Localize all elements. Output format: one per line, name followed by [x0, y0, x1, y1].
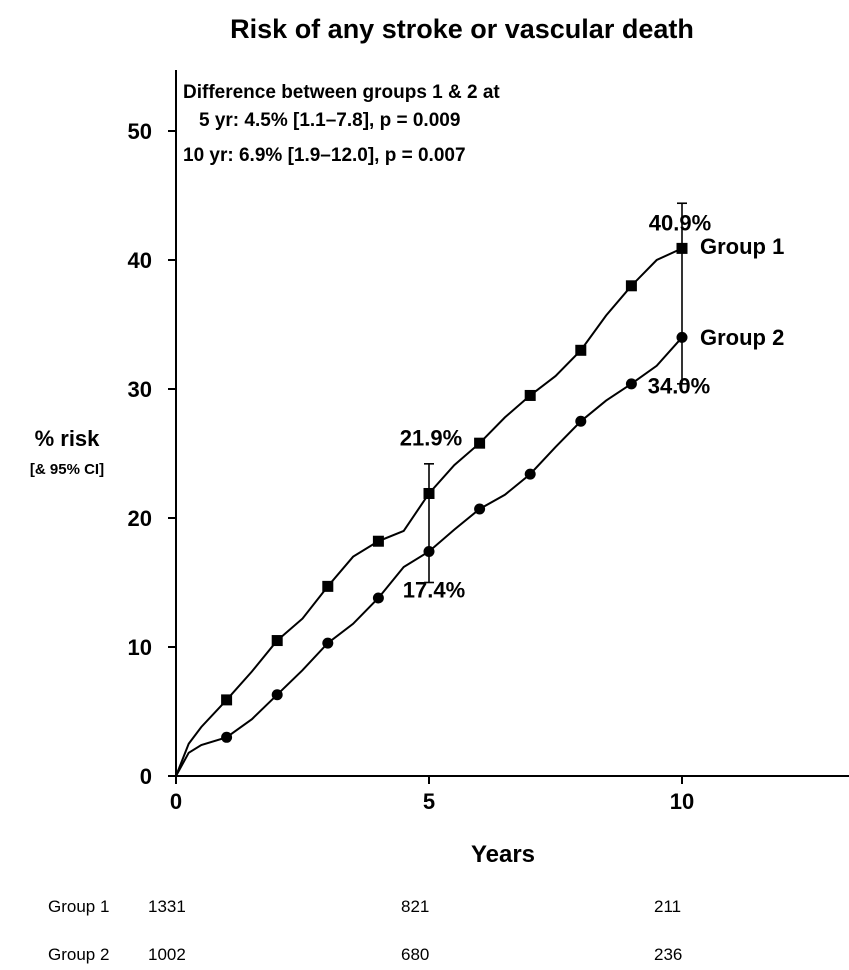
marker-group-1: [524, 389, 536, 401]
risk-table-row-label: Group 1: [48, 897, 109, 916]
series-line-group-2: [175, 336, 683, 777]
marker-group-1: [423, 487, 435, 499]
risk-table-value: 680: [401, 945, 429, 964]
series: [175, 242, 688, 777]
marker-group-2: [423, 546, 435, 558]
marker-group-1: [372, 535, 384, 547]
risk-table-value: 1331: [148, 897, 186, 916]
y-axis-sublabel: [& 95% CI]: [30, 461, 104, 478]
x-tick-label: 10: [670, 789, 694, 814]
annotation-line-1: Difference between groups 1 & 2 at: [183, 82, 500, 103]
legend-group-2: Group 2: [700, 325, 784, 350]
marker-group-2: [524, 468, 536, 480]
marker-group-2: [322, 637, 334, 649]
legend-group-1: Group 1: [700, 234, 784, 259]
annotation-line-3: 10 yr: 6.9% [1.9–12.0], p = 0.007: [183, 145, 466, 166]
risk-table-value: 821: [401, 897, 429, 916]
marker-group-1: [221, 694, 233, 706]
risk-table-row-label: Group 2: [48, 945, 109, 964]
difference-annotation: Difference between groups 1 & 2 at 5 yr:…: [183, 82, 500, 166]
value-label: 40.9%: [649, 210, 711, 235]
chart-title: Risk of any stroke or vascular death: [230, 14, 694, 44]
marker-group-1: [676, 242, 688, 254]
risk-table-value: 211: [654, 897, 681, 916]
numbers-at-risk-table: Group 1 1331 821 211 Group 2 1002 680 236: [48, 897, 682, 964]
y-tick-label: 30: [128, 377, 152, 402]
y-tick-label: 50: [128, 119, 152, 144]
marker-group-2: [625, 378, 637, 390]
x-axis-label: Years: [471, 841, 535, 868]
marker-group-1: [575, 344, 587, 356]
marker-group-2: [221, 731, 233, 743]
series-line-group-1: [175, 247, 683, 777]
value-labels: 40.9% 21.9% 17.4% 34.0%: [400, 210, 711, 602]
marker-group-2: [575, 415, 587, 427]
y-tick-label: 20: [128, 506, 152, 531]
y-tick-label: 10: [128, 635, 152, 660]
risk-table-value: 1002: [148, 945, 186, 964]
x-tick-label: 5: [423, 789, 435, 814]
error-bars: [424, 202, 687, 584]
y-ticks: 0 10 20 30 40 50: [128, 119, 176, 789]
marker-group-2: [372, 592, 384, 604]
marker-group-2: [474, 503, 486, 515]
x-ticks: 0 5 10: [170, 776, 694, 814]
value-label: 17.4%: [403, 578, 465, 603]
y-tick-label: 40: [128, 248, 152, 273]
annotation-line-2: 5 yr: 4.5% [1.1–7.8], p = 0.009: [199, 110, 460, 131]
marker-group-2: [676, 331, 688, 343]
marker-group-2: [271, 689, 283, 701]
value-label: 34.0%: [648, 373, 710, 398]
x-tick-label: 0: [170, 789, 182, 814]
value-label: 21.9%: [400, 425, 462, 450]
marker-group-1: [474, 437, 486, 449]
marker-group-1: [322, 580, 334, 592]
marker-group-1: [625, 280, 637, 292]
marker-group-1: [271, 635, 283, 647]
risk-table-value: 236: [654, 945, 682, 964]
y-tick-label: 0: [140, 764, 152, 789]
y-axis-label: % risk: [35, 426, 101, 451]
